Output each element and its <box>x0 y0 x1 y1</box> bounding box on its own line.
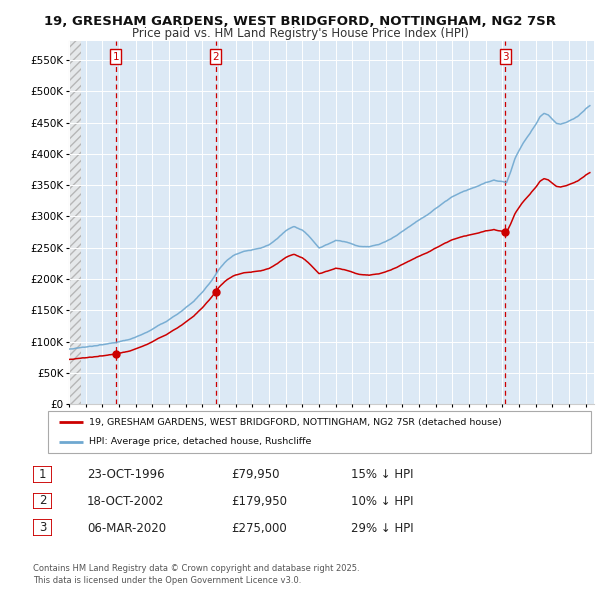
FancyBboxPatch shape <box>33 466 52 483</box>
Text: HPI: Average price, detached house, Rushcliffe: HPI: Average price, detached house, Rush… <box>89 437 311 446</box>
Text: 18-OCT-2002: 18-OCT-2002 <box>87 495 164 508</box>
Text: £79,950: £79,950 <box>231 468 280 481</box>
Text: £179,950: £179,950 <box>231 495 287 508</box>
Bar <box>69 41 80 404</box>
FancyBboxPatch shape <box>48 411 591 453</box>
Text: 2: 2 <box>212 51 219 61</box>
Text: 29% ↓ HPI: 29% ↓ HPI <box>351 522 413 535</box>
Text: 2: 2 <box>39 494 46 507</box>
Text: 3: 3 <box>39 521 46 534</box>
Text: 1: 1 <box>39 468 46 481</box>
Text: 06-MAR-2020: 06-MAR-2020 <box>87 522 166 535</box>
Text: 1: 1 <box>113 51 119 61</box>
Text: 19, GRESHAM GARDENS, WEST BRIDGFORD, NOTTINGHAM, NG2 7SR: 19, GRESHAM GARDENS, WEST BRIDGFORD, NOT… <box>44 15 556 28</box>
Text: Price paid vs. HM Land Registry's House Price Index (HPI): Price paid vs. HM Land Registry's House … <box>131 27 469 40</box>
FancyBboxPatch shape <box>33 493 52 509</box>
Text: £275,000: £275,000 <box>231 522 287 535</box>
Text: 23-OCT-1996: 23-OCT-1996 <box>87 468 164 481</box>
Text: 10% ↓ HPI: 10% ↓ HPI <box>351 495 413 508</box>
Text: Contains HM Land Registry data © Crown copyright and database right 2025.
This d: Contains HM Land Registry data © Crown c… <box>33 565 359 585</box>
Text: 3: 3 <box>502 51 509 61</box>
Text: 19, GRESHAM GARDENS, WEST BRIDGFORD, NOTTINGHAM, NG2 7SR (detached house): 19, GRESHAM GARDENS, WEST BRIDGFORD, NOT… <box>89 418 502 427</box>
Text: 15% ↓ HPI: 15% ↓ HPI <box>351 468 413 481</box>
FancyBboxPatch shape <box>33 519 52 536</box>
